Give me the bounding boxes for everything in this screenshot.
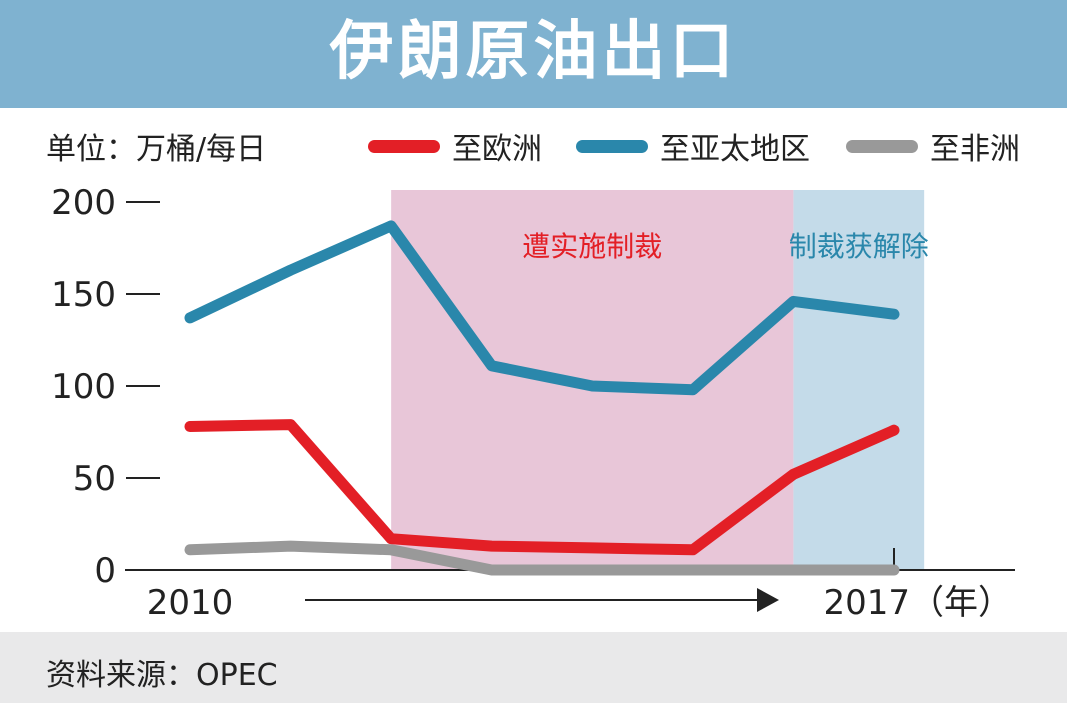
data-point-africa: [290, 545, 292, 547]
data-point-africa: [189, 549, 191, 551]
data-point-asia: [893, 313, 895, 315]
footer: [0, 632, 1067, 703]
data-point-europe: [491, 545, 493, 547]
chart-title: 伊朗原油出口: [329, 15, 738, 89]
data-point-africa: [390, 549, 392, 551]
title-bar: [0, 0, 1067, 108]
x-tick-label-end: 2017（年）: [823, 583, 1012, 623]
legend-label-europe: 至欧洲: [452, 132, 542, 167]
legend-label-asia: 至亚太地区: [660, 132, 810, 167]
legend-swatch-asia: [576, 139, 648, 153]
y-tick-label: 200: [51, 183, 116, 223]
data-point-asia: [290, 269, 292, 271]
sanction-period-band: [391, 190, 794, 570]
y-tick-label: 0: [94, 551, 116, 591]
y-tick-label: 50: [73, 459, 116, 499]
y-tick-label: 100: [51, 367, 116, 407]
legend-africa: 至非洲: [846, 124, 1020, 168]
x-tick-label-start: 2010: [147, 583, 234, 623]
data-point-europe: [290, 424, 292, 426]
data-point-europe: [792, 473, 794, 475]
source-text: 资料来源：OPEC: [46, 658, 278, 693]
series-line-africa: [184, 540, 900, 576]
data-point-europe: [189, 425, 191, 427]
data-point-asia: [792, 300, 794, 302]
unit-label: 单位：万桶/每日: [46, 132, 267, 167]
data-point-asia: [491, 365, 493, 367]
data-point-asia: [692, 389, 694, 391]
series-line-europe: [184, 419, 900, 556]
data-point-europe: [692, 549, 694, 551]
data-point-africa: [792, 569, 794, 571]
y-tick-label: 150: [51, 275, 116, 315]
data-point-europe: [591, 547, 593, 549]
data-point-asia: [390, 225, 392, 227]
sanction-period-band-label: 遭实施制裁: [522, 230, 662, 263]
data-point-asia: [591, 385, 593, 387]
series-line-asia: [184, 220, 900, 396]
legend-swatch-europe: [368, 139, 440, 153]
legend-swatch-africa: [846, 139, 918, 153]
legend-asia: 至亚太地区: [576, 124, 810, 168]
data-point-africa: [491, 569, 493, 571]
data-point-asia: [189, 317, 191, 319]
data-point-europe: [893, 429, 895, 431]
sanction-lifted-band: [793, 190, 925, 570]
time-arrow-head: [757, 588, 779, 612]
legend-label-africa: 至非洲: [930, 132, 1020, 167]
sanction-lifted-band-label: 制裁获解除: [789, 230, 929, 263]
data-point-africa: [692, 569, 694, 571]
data-point-europe: [390, 538, 392, 540]
data-point-africa: [591, 569, 593, 571]
legend-europe: 至欧洲: [368, 124, 542, 168]
data-point-africa: [893, 569, 895, 571]
